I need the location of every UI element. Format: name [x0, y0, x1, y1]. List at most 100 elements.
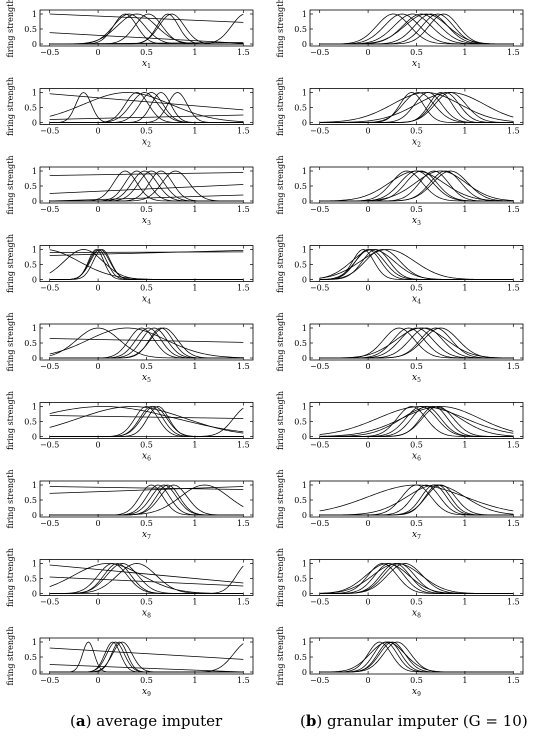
x-tick-label: 1 [462, 205, 467, 214]
x-tick-label: −0.5 [310, 362, 329, 371]
y-tick-label: 0 [32, 119, 37, 128]
membership-curve [319, 563, 514, 594]
x-axis-label: x4 [412, 295, 421, 306]
x-axis-label: x6 [142, 452, 151, 463]
x-axis-label: x6 [412, 452, 421, 463]
y-tick-label: 1 [302, 10, 307, 19]
membership-curve [319, 170, 514, 202]
x-tick-label: 1.5 [237, 598, 250, 607]
x-tick-label: −0.5 [40, 284, 59, 293]
x-tick-label: 0.5 [410, 676, 423, 685]
membership-curve [49, 327, 244, 359]
membership-curve [49, 415, 244, 419]
y-axis-label: firing strength [276, 234, 285, 293]
membership-curve [49, 407, 244, 437]
y-tick-label: 0 [302, 668, 307, 677]
x-tick-label: 1.5 [507, 205, 520, 214]
plot-frame [39, 480, 254, 518]
x-axis-label: x8 [142, 609, 151, 620]
x-tick-label: 0.5 [140, 519, 153, 528]
x-tick-label: −0.5 [40, 48, 59, 57]
membership-curve [319, 249, 514, 280]
x-tick-label: 1 [462, 441, 467, 450]
membership-curve [319, 484, 514, 516]
x-tick-label: 0.5 [410, 519, 423, 528]
y-axis-label: firing strength [276, 626, 285, 685]
x-tick-label: 1.5 [507, 676, 520, 685]
x-tick-label: 1.5 [507, 519, 520, 528]
x-axis-label: x3 [412, 216, 421, 227]
y-tick-label: 0 [302, 511, 307, 520]
x-tick-label: 0 [96, 284, 101, 293]
y-tick-label: 0 [32, 197, 37, 206]
x-axis-label: x9 [142, 687, 151, 698]
y-axis-label: firing strength [6, 77, 15, 136]
x-tick-label: 0 [96, 205, 101, 214]
y-tick-label: 0 [32, 590, 37, 599]
y-tick-label: 1 [32, 10, 37, 19]
y-tick-label: 1 [32, 246, 37, 255]
caption-b: (b) granular imputer (G = 10) [300, 712, 528, 730]
membership-curve [49, 114, 244, 120]
x-tick-label: −0.5 [310, 676, 329, 685]
membership-curve [49, 484, 244, 516]
y-axis-label: firing strength [6, 548, 15, 607]
x-tick-label: 1 [462, 284, 467, 293]
membership-curve [49, 184, 244, 194]
y-tick-label: 0.5 [24, 653, 37, 662]
y-axis-label: firing strength [6, 312, 15, 371]
membership-curve [49, 249, 244, 280]
x-tick-label: 0 [366, 598, 371, 607]
membership-curve [49, 327, 244, 359]
x-axis-label: x7 [142, 530, 151, 541]
y-tick-label: 1 [32, 403, 37, 412]
x-tick-label: 1 [192, 362, 197, 371]
y-tick-label: 0 [32, 668, 37, 677]
y-tick-label: 1 [32, 89, 37, 98]
y-axis-label: firing strength [276, 469, 285, 528]
membership-curve [319, 406, 514, 437]
membership-curve [49, 250, 244, 256]
x-tick-label: 1 [462, 598, 467, 607]
x-tick-label: −0.5 [310, 205, 329, 214]
membership-curve [49, 92, 244, 123]
y-axis-label: firing strength [276, 77, 285, 136]
membership-curve [319, 92, 514, 123]
membership-curve [49, 641, 244, 673]
y-tick-label: 0 [302, 354, 307, 363]
membership-curve [319, 327, 514, 359]
membership-curve [49, 327, 244, 359]
y-axis-label: firing strength [6, 469, 15, 528]
y-tick-label: 0.5 [294, 104, 307, 113]
x-tick-label: 1 [462, 362, 467, 371]
y-tick-label: 0 [32, 276, 37, 285]
x-tick-label: 1 [462, 127, 467, 136]
x-tick-label: −0.5 [310, 441, 329, 450]
membership-curve [319, 92, 514, 123]
x-tick-label: −0.5 [40, 519, 59, 528]
x-tick-label: 0.5 [410, 441, 423, 450]
x-tick-label: 1 [462, 48, 467, 57]
x-tick-label: 0.5 [140, 441, 153, 450]
x-tick-label: 1 [192, 205, 197, 214]
x-tick-label: 1.5 [507, 284, 520, 293]
membership-curve [319, 406, 514, 437]
x-axis-label: x7 [412, 530, 421, 541]
x-tick-label: −0.5 [310, 48, 329, 57]
x-tick-label: 0.5 [410, 205, 423, 214]
membership-curve [319, 170, 514, 202]
y-tick-label: 1 [32, 560, 37, 569]
x-tick-label: 0 [96, 362, 101, 371]
membership-curve [319, 484, 514, 516]
y-tick-label: 1 [302, 246, 307, 255]
x-axis-label: x8 [412, 609, 421, 620]
y-axis-label: firing strength [6, 234, 15, 293]
x-tick-label: 1 [462, 519, 467, 528]
